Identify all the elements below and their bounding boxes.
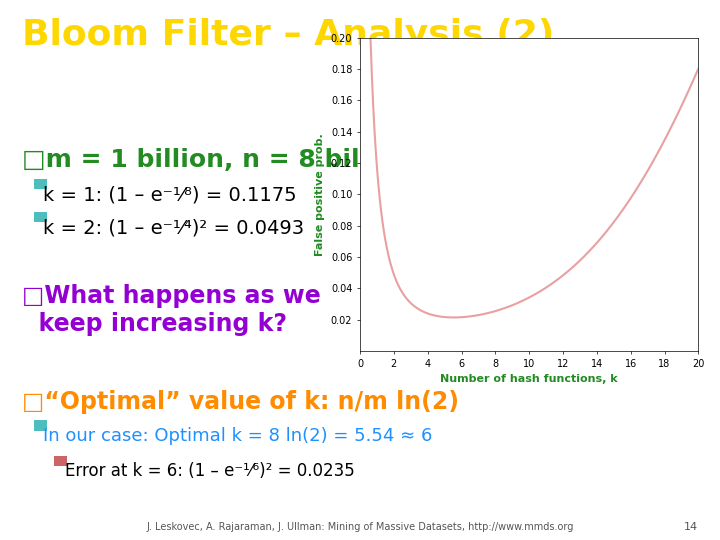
Text: 14: 14 <box>684 522 698 531</box>
FancyBboxPatch shape <box>34 179 47 189</box>
Y-axis label: False positive prob.: False positive prob. <box>315 133 325 256</box>
Text: k = 1: (1 – e⁻¹⁄⁸) = 0.1175: k = 1: (1 – e⁻¹⁄⁸) = 0.1175 <box>43 185 297 204</box>
Text: □m = 1 billion, n = 8 billion: □m = 1 billion, n = 8 billion <box>22 148 412 172</box>
Text: J. Leskovec, A. Rajaraman, J. Ullman: Mining of Massive Datasets, http://www.mmd: J. Leskovec, A. Rajaraman, J. Ullman: Mi… <box>146 522 574 531</box>
X-axis label: Number of hash functions, k: Number of hash functions, k <box>441 374 618 384</box>
Text: Error at k = 6: (1 – e⁻¹⁄⁶)² = 0.0235: Error at k = 6: (1 – e⁻¹⁄⁶)² = 0.0235 <box>65 462 354 481</box>
FancyBboxPatch shape <box>34 212 47 222</box>
Text: □“Optimal” value of k: n/m ln(2): □“Optimal” value of k: n/m ln(2) <box>22 390 459 414</box>
Text: k = 2: (1 – e⁻¹⁄⁴)² = 0.0493: k = 2: (1 – e⁻¹⁄⁴)² = 0.0493 <box>43 218 305 237</box>
Text: □What happens as we
  keep increasing k?: □What happens as we keep increasing k? <box>22 284 320 336</box>
Text: Bloom Filter – Analysis (2): Bloom Filter – Analysis (2) <box>22 18 554 52</box>
FancyBboxPatch shape <box>54 456 67 466</box>
Text: In our case: Optimal k = 8 ln(2) = 5.54 ≈ 6: In our case: Optimal k = 8 ln(2) = 5.54 … <box>43 427 433 446</box>
FancyBboxPatch shape <box>34 420 47 430</box>
